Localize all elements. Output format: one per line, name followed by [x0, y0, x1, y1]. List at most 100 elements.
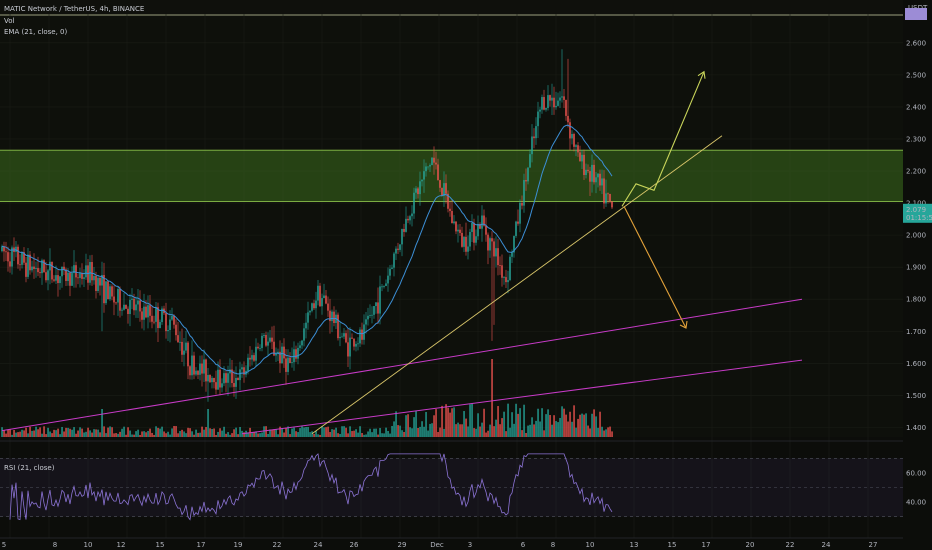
candle-body: [271, 337, 273, 342]
volume-bar: [233, 429, 235, 437]
volume-bar: [103, 426, 105, 437]
candle-body: [153, 321, 155, 323]
candle-body: [281, 346, 283, 364]
volume-bar: [163, 431, 165, 437]
candle-body: [601, 178, 603, 186]
candle-body: [377, 302, 379, 314]
candle-body: [253, 355, 255, 361]
volume-bar: [269, 429, 271, 437]
volume-bar: [337, 433, 339, 437]
candle-body: [389, 268, 391, 276]
candle-body: [55, 275, 57, 281]
volume-bar: [139, 434, 141, 437]
volume-bar: [487, 430, 489, 437]
volume-bar: [151, 432, 153, 437]
volume-bar: [349, 426, 351, 437]
volume-bar: [611, 431, 613, 437]
candle-body: [439, 180, 441, 188]
volume-bar: [113, 433, 115, 437]
volume-bar: [53, 429, 55, 437]
volume-bar: [559, 417, 561, 437]
time-tick-label: 13: [630, 541, 639, 549]
channel-trendline: [1, 298, 803, 432]
candle-body: [43, 260, 45, 273]
candle-body: [133, 298, 135, 311]
candle-body: [21, 252, 23, 265]
volume-bar: [573, 405, 575, 437]
candle-body: [607, 193, 609, 195]
volume-bar: [187, 427, 189, 437]
volume-bar: [575, 427, 577, 437]
candle-body: [261, 335, 263, 348]
candle-body: [195, 370, 197, 375]
time-tick-label: 10: [84, 541, 93, 549]
candle-body: [423, 171, 425, 180]
volume-bar: [437, 431, 439, 437]
candle-body: [173, 315, 175, 325]
volume-bar: [357, 432, 359, 437]
volume-bar: [227, 432, 229, 437]
candle-body: [361, 329, 363, 340]
candle-body: [299, 345, 301, 348]
time-tick-label: 27: [869, 541, 878, 549]
candle-body: [431, 157, 433, 166]
volume-bar: [603, 430, 605, 437]
volume-bar: [407, 414, 409, 437]
volume-bar: [123, 426, 125, 437]
volume-bar: [99, 432, 101, 437]
last-price-tag: [903, 203, 932, 223]
candle-body: [405, 218, 407, 232]
volume-bar: [455, 424, 457, 437]
candle-body: [199, 363, 201, 375]
volume-bar: [157, 427, 159, 437]
candle-body: [209, 374, 211, 383]
bull-arrow-head: [697, 70, 706, 79]
candle-body: [135, 304, 137, 311]
candle-body: [251, 355, 253, 360]
candle-body: [151, 315, 153, 322]
candle-body: [129, 299, 131, 315]
volume-bar: [321, 426, 323, 437]
volume-bar: [67, 427, 69, 437]
time-tick-label: 17: [197, 541, 206, 549]
candle-body: [457, 229, 459, 232]
ema-line: [1, 124, 613, 375]
volume-bar: [329, 432, 331, 437]
volume-bar: [543, 430, 545, 437]
candle-body: [521, 202, 523, 206]
candle-body: [591, 164, 593, 182]
volume-bar: [239, 427, 241, 437]
candle-body: [257, 346, 259, 349]
volume-bar: [375, 428, 377, 437]
candle-body: [301, 340, 303, 346]
volume-bar: [315, 431, 317, 437]
volume-bar: [585, 413, 587, 437]
candle-body: [49, 261, 51, 271]
vol-legend[interactable]: Vol: [4, 17, 14, 25]
volume-bar: [405, 415, 407, 437]
rsi-legend[interactable]: RSI (21, close): [4, 464, 54, 472]
candle-body: [437, 164, 439, 181]
candle-body: [549, 95, 551, 101]
volume-bar: [23, 430, 25, 437]
candle-body: [499, 265, 501, 266]
volume-bar: [137, 429, 139, 437]
volume-bar: [289, 434, 291, 437]
volume-bar: [13, 429, 15, 437]
candlesticks: [1, 49, 613, 402]
candle-body: [243, 367, 245, 375]
candle-body: [225, 373, 227, 383]
price-tick-label: 1.800: [906, 296, 926, 304]
candle-body: [317, 285, 319, 301]
candle-body: [53, 279, 55, 281]
ema-legend[interactable]: EMA (21, close, 0): [4, 28, 67, 36]
candle-body: [203, 359, 205, 374]
candle-body: [237, 377, 239, 381]
volume-bar: [247, 432, 249, 437]
candle-body: [319, 285, 321, 307]
candle-body: [115, 302, 117, 304]
candle-body: [373, 306, 375, 315]
candle-body: [445, 183, 447, 194]
candle-body: [321, 298, 323, 307]
